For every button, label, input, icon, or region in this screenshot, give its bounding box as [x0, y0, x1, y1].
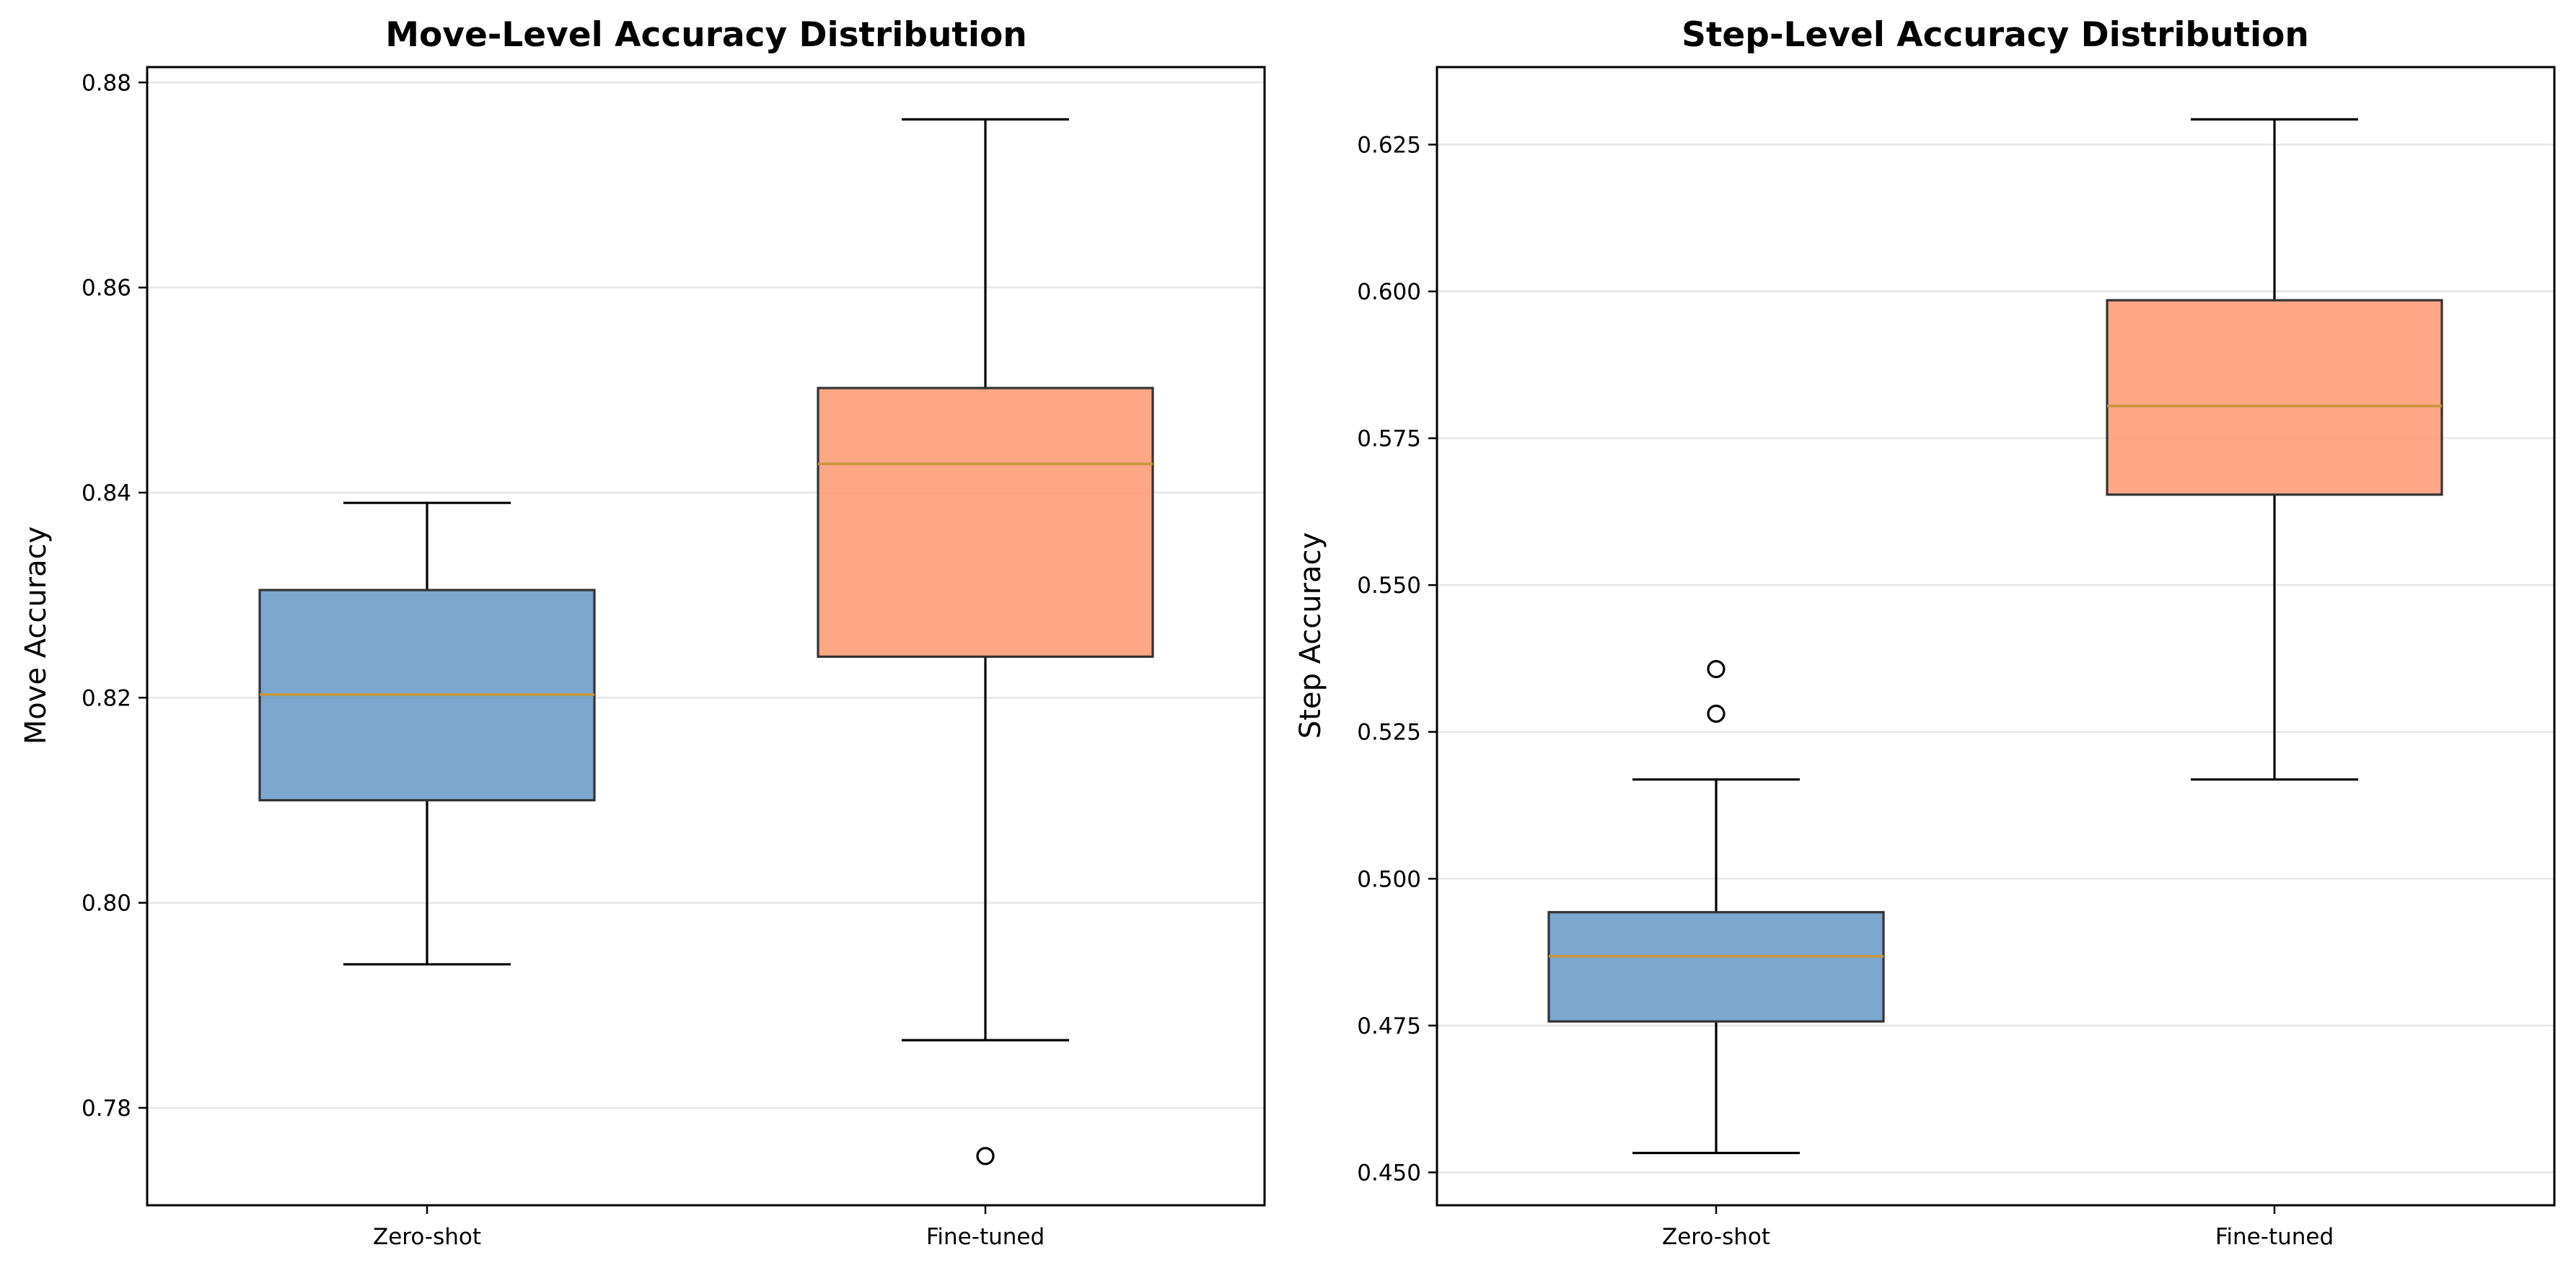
y-tick-label: 0.575: [1357, 426, 1421, 452]
x-tick-label: Zero-shot: [373, 1224, 481, 1250]
box-plot-zero-shot: [1547, 659, 1885, 1155]
iqr-box: [1547, 911, 1885, 1023]
y-tick-label: 0.450: [1357, 1160, 1421, 1186]
x-ticks: Zero-shot Fine-tuned: [373, 1205, 1045, 1250]
y-tick-label: 0.625: [1357, 132, 1421, 158]
y-axis-label: Step Accuracy: [1294, 532, 1327, 739]
box-plot-zero-shot: [258, 501, 596, 966]
x-ticks: Zero-shot Fine-tuned: [1662, 1205, 2334, 1250]
outlier-point: [976, 1147, 995, 1166]
y-tick-label: 0.500: [1357, 866, 1421, 892]
gridlines: [1437, 144, 2554, 1174]
y-tick-label: 0.80: [82, 891, 131, 917]
chart-title: Move-Level Accuracy Distribution: [385, 15, 1027, 55]
x-tick-label: Zero-shot: [1662, 1224, 1770, 1250]
chart-title: Step-Level Accuracy Distribution: [1682, 15, 2309, 55]
y-tick-label: 0.78: [82, 1096, 131, 1122]
panel-move-accuracy: Move-Level Accuracy Distribution Move Ac…: [19, 15, 1266, 1250]
y-tick-label: 0.550: [1357, 573, 1421, 599]
plot-frame: [1436, 66, 2556, 1207]
y-tick-label: 0.88: [82, 70, 131, 96]
iqr-box: [2106, 299, 2443, 496]
plot-frame: [146, 66, 1266, 1207]
box-plot-fine-tuned: [2106, 118, 2443, 781]
outlier-point: [1707, 659, 1726, 679]
y-ticks: 0.450 0.475 0.500 0.525 0.550 0.575 0.600 0.625: [1357, 132, 1437, 1186]
y-tick-label: 0.600: [1357, 279, 1421, 305]
x-tick-label: Fine-tuned: [2215, 1224, 2334, 1250]
iqr-box: [817, 387, 1154, 659]
y-tick-label: 0.475: [1357, 1013, 1421, 1039]
y-tick-label: 0.86: [82, 276, 131, 301]
y-tick-label: 0.525: [1357, 720, 1421, 746]
panel-step-accuracy: Step-Level Accuracy Distribution Step Ac…: [1294, 15, 2556, 1250]
box-plots: [258, 118, 1154, 1166]
x-tick-label: Fine-tuned: [926, 1224, 1045, 1250]
box-plots: [1547, 118, 2443, 1155]
y-tick-label: 0.82: [82, 685, 131, 711]
box-plot-fine-tuned: [817, 118, 1154, 1166]
outlier-point: [1707, 704, 1726, 723]
y-tick-label: 0.84: [82, 480, 131, 506]
y-axis-label: Move Accuracy: [19, 527, 53, 745]
y-ticks: 0.78 0.80 0.82 0.84 0.86 0.88: [82, 70, 147, 1122]
